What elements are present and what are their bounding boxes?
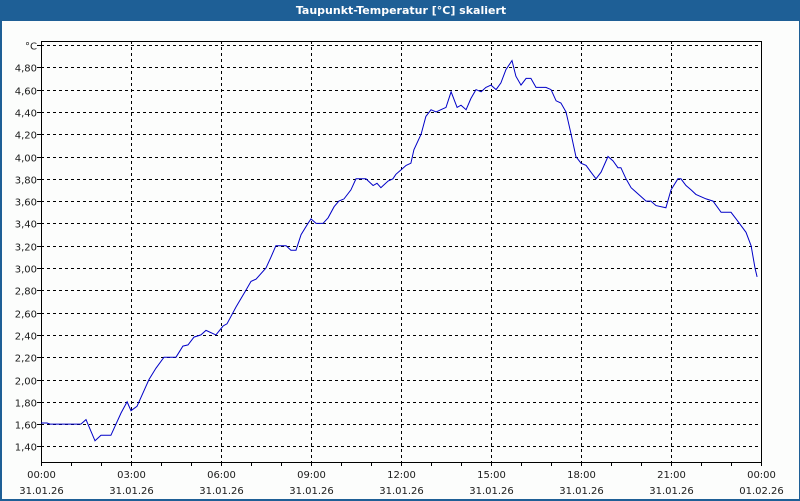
y-tick-label: 2,00 [15,377,37,388]
y-tick-label: 2,20 [15,354,37,365]
y-tick-label: 4,80 [15,64,37,75]
grid-lines [41,41,761,462]
y-tick-label: 1,80 [15,399,37,410]
x-tick-time-label: 09:00 [297,470,326,481]
x-tick-date-label: 31.01.26 [289,486,334,497]
x-axis-ticks: 00:00 31.01.26 03:00 31.01.26 06:00 31.01.26 0… [19,462,784,497]
x-tick-time-label: 12:00 [387,470,416,481]
y-tick-label: 2,80 [15,287,37,298]
y-tick-label: 4,00 [15,154,37,165]
x-tick-date-label: 31.01.26 [19,486,64,497]
y-tick-label: 2,60 [15,310,37,321]
x-tick-time-label: 03:00 [117,470,146,481]
y-tick-label: 1,40 [15,443,37,454]
y-tick-label: 3,40 [15,220,37,231]
x-tick-date-label: 31.01.26 [109,486,154,497]
x-tick-time-label: 18:00 [567,470,596,481]
x-tick-date-label: 01.02.26 [739,486,784,497]
y-tick-label: °C [25,42,37,53]
x-tick-date-label: 31.01.26 [199,486,244,497]
dewpoint-series-line [41,59,758,442]
x-tick-time-label: 21:00 [657,470,686,481]
x-tick-date-label: 31.01.26 [469,486,514,497]
y-tick-label: 2,40 [15,332,37,343]
x-tick-time-label: 15:00 [477,470,506,481]
x-tick-time-label: 00:00 [27,470,56,481]
x-tick-time-label: 06:00 [207,470,236,481]
x-tick-date-label: 31.01.26 [559,486,604,497]
y-tick-label: 4,40 [15,109,37,120]
plot-area [41,41,762,463]
y-axis-ticks: °C 4,80 4,60 4,40 4,20 4,00 3,80 3,60 3,40 3,20 3,… [15,42,41,454]
chart-title: Taupunkt-Temperatur [°C] skaliert [1,1,800,21]
x-tick-time-label: 00:00 [747,470,776,481]
y-tick-label: 4,20 [15,131,37,142]
chart-panel [2,21,799,499]
y-tick-label: 1,60 [15,421,37,432]
y-tick-label: 4,60 [15,87,37,98]
y-tick-label: 3,20 [15,243,37,254]
y-tick-label: 3,80 [15,176,37,187]
y-tick-label: 3,60 [15,198,37,209]
x-tick-date-label: 31.01.26 [379,486,424,497]
x-tick-date-label: 31.01.26 [649,486,694,497]
y-tick-label: 3,00 [15,265,37,276]
